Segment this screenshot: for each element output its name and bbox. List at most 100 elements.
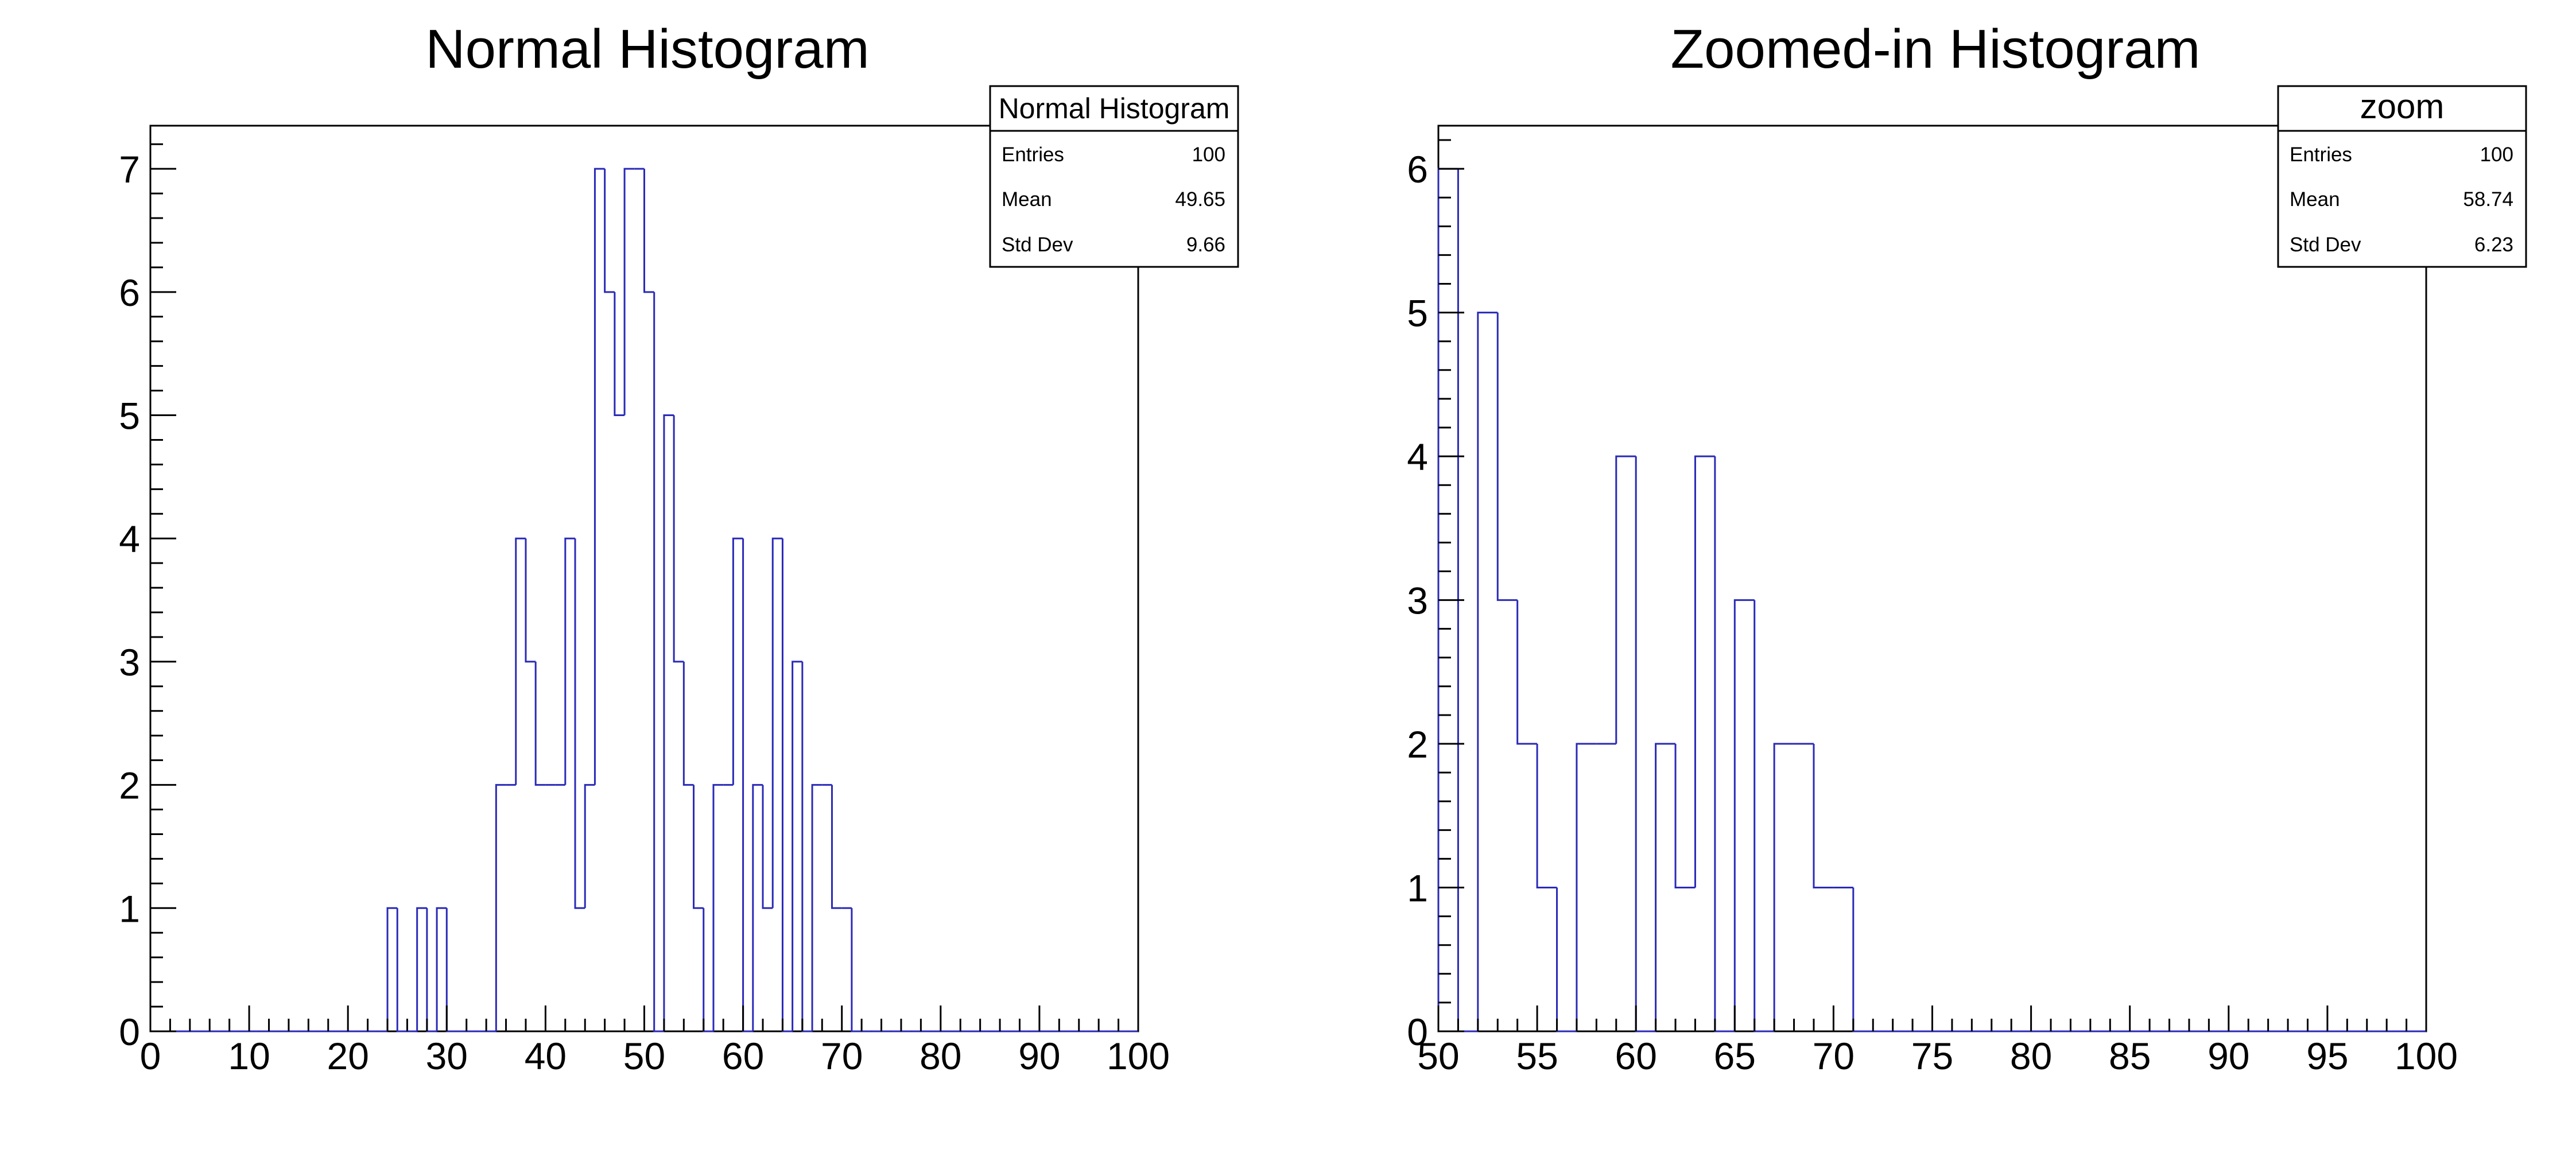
stats-title: Normal Histogram (999, 92, 1230, 125)
histogram-bin (623, 168, 635, 416)
histogram-bin (1733, 599, 1755, 1031)
histogram-bin (534, 661, 546, 786)
histogram-bin (525, 538, 536, 663)
histogram-bin (712, 784, 724, 1031)
y-tick-label: 5 (1407, 292, 1428, 335)
y-tick-label: 6 (119, 271, 140, 314)
histogram-bin (1477, 312, 1498, 1031)
histogram-bin (614, 292, 625, 417)
histogram-bin (653, 292, 664, 1032)
stats-title: zoom (2360, 87, 2445, 126)
axes: 0 10 20 30 40 50 60 70 80 90 100 0 1 2 3 4 5 6 7 (119, 143, 1170, 1077)
histogram-bin (1773, 743, 1794, 1031)
y-tick-label: 0 (119, 1011, 140, 1053)
histogram-bin (762, 785, 773, 909)
histogram-bin (673, 415, 684, 663)
x-tick-label: 95 (2306, 1035, 2348, 1077)
histogram-bin (792, 661, 802, 1031)
x-tick-label: 50 (1417, 1035, 1459, 1077)
stats-box-frame (2277, 85, 2527, 268)
x-tick-label: 90 (1018, 1035, 1060, 1077)
histogram-bin (416, 907, 427, 1031)
stats-box-frame (989, 85, 1239, 268)
y-tick-label: 4 (119, 518, 140, 560)
stats-value-entries: 100 (2480, 143, 2513, 166)
stats-label-stddev: Std Dev (2290, 234, 2361, 256)
histogram-bin (1694, 455, 1715, 888)
x-tick-label: 70 (821, 1035, 863, 1077)
histogram-bin (682, 661, 694, 786)
chart-title: Zoomed-in Histogram (1671, 18, 2201, 80)
histogram-bin (1813, 744, 1834, 889)
histogram-bin (1655, 743, 1676, 1031)
histogram-bin (593, 168, 605, 785)
histogram-bin (771, 537, 783, 908)
stats-value-entries: 100 (1192, 143, 1225, 166)
y-tick-label: 3 (1407, 580, 1428, 622)
histogram-bin (1496, 312, 1518, 601)
histogram-bin (584, 784, 595, 908)
y-tick-label: 6 (1407, 148, 1428, 191)
y-tick-label: 2 (119, 764, 140, 807)
histogram-bin (574, 538, 585, 909)
histogram-bin (495, 784, 506, 1031)
histogram-bin (732, 537, 743, 785)
y-tick-label: 2 (1407, 723, 1428, 766)
x-tick-label: 30 (426, 1035, 468, 1077)
x-tick-label: 60 (722, 1035, 764, 1077)
x-tick-label: 80 (920, 1035, 961, 1077)
histogram-bin (1674, 744, 1696, 889)
y-tick-label: 0 (1407, 1011, 1428, 1053)
pad-normal-histogram: Normal Histogram 0 10 20 30 40 50 60 70 80 90 1000… (119, 18, 1239, 1077)
pad-zoomed-histogram: Zoomed-in Histogram 50 55 60 65 70 75 80 85 90 95… (1407, 18, 2527, 1077)
histogram-bin (386, 907, 398, 1031)
histogram-bin (1516, 600, 1538, 745)
y-tick-label: 3 (119, 641, 140, 684)
stats-label-stddev: Std Dev (1002, 234, 1073, 256)
y-tick-label: 7 (119, 148, 140, 191)
stats-label-mean: Mean (2290, 188, 2340, 211)
stats-value-mean: 58.74 (2463, 188, 2513, 211)
stats-value-stddev: 9.66 (1186, 234, 1225, 256)
histogram-bin (564, 537, 576, 785)
axes: 50 55 60 65 70 75 80 85 90 95 100 0 1 2 3 4 5 6 (1407, 139, 2458, 1077)
x-tick-label: 10 (228, 1035, 270, 1077)
x-tick-label: 40 (525, 1035, 567, 1077)
x-tick-label: 80 (2010, 1035, 2052, 1077)
histogram-bin (752, 784, 763, 1031)
histogram-bin (396, 908, 408, 1032)
x-tick-label: 65 (1714, 1035, 1756, 1077)
y-tick-label: 4 (1407, 436, 1428, 478)
stats-box: zoom Entries 100 Mean 58.74 Std Dev 6.23 (2277, 85, 2527, 268)
x-tick-label: 60 (1615, 1035, 1656, 1077)
histogram-bin (643, 169, 654, 293)
y-tick-label: 1 (119, 887, 140, 930)
stats-value-stddev: 6.23 (2474, 234, 2513, 256)
chart-title: Normal Histogram (425, 18, 869, 80)
x-tick-label: 70 (1813, 1035, 1855, 1077)
x-tick-label: 100 (2395, 1035, 2458, 1077)
histogram-bin (811, 784, 823, 1031)
x-tick-label: 85 (2109, 1035, 2151, 1077)
histogram-bin (663, 414, 674, 1031)
y-tick-label: 1 (1407, 867, 1428, 910)
histogram-bin (1576, 743, 1597, 1031)
histogram-bin (831, 785, 842, 909)
stats-box: Normal Histogram Entries 100 Mean 49.65 … (989, 85, 1239, 268)
y-tick-label: 5 (119, 395, 140, 437)
x-tick-label: 0 (140, 1035, 161, 1077)
stats-label-entries: Entries (1002, 143, 1064, 166)
x-tick-label: 90 (2208, 1035, 2249, 1077)
histogram-bin (436, 907, 447, 1031)
histogram-bin (693, 785, 704, 909)
x-tick-label: 50 (623, 1035, 665, 1077)
stats-label-entries: Entries (2290, 143, 2352, 166)
x-tick-label: 100 (1107, 1035, 1170, 1077)
stats-value-mean: 49.65 (1175, 188, 1225, 211)
x-tick-label: 20 (327, 1035, 368, 1077)
histogram-bin (1615, 455, 1636, 744)
x-tick-label: 75 (1911, 1035, 1953, 1077)
histogram-bin (604, 169, 615, 293)
